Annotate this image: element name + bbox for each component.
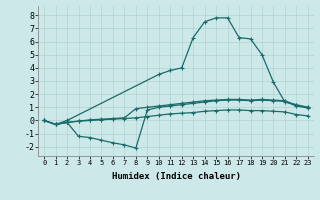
X-axis label: Humidex (Indice chaleur): Humidex (Indice chaleur) [111,172,241,181]
